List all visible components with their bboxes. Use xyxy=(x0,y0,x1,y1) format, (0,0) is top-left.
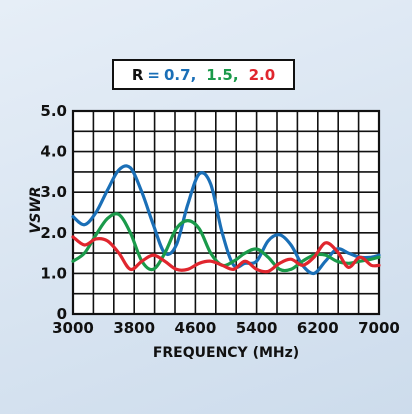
legend: R = 0.7, 1.5, 2.0 xyxy=(112,59,295,90)
grid-layer xyxy=(71,109,381,316)
x-tick-label: 4600 xyxy=(175,319,217,337)
series-layer xyxy=(71,164,381,276)
x-tick-label: 3800 xyxy=(113,319,155,337)
y-tick-label: 4.0 xyxy=(40,143,67,161)
x-tick-label: 7000 xyxy=(358,319,400,337)
series-line-0-7 xyxy=(71,164,381,276)
plot-border xyxy=(71,109,381,316)
x-tick-label: 6200 xyxy=(297,319,339,337)
y-axis-title: VSWR xyxy=(28,186,44,233)
series-line-2-0 xyxy=(71,235,381,274)
legend-entry-1-5: 1.5, xyxy=(206,65,239,84)
x-tick-label: 5400 xyxy=(236,319,278,337)
y-tick-label: 2.0 xyxy=(40,224,67,242)
axis-layer: 0 1.0 2.0 3.0 4.0 5.0 3000 3800 4600 5400 6200 7000 xyxy=(40,102,399,337)
y-tick-label: 0 xyxy=(57,305,67,323)
legend-equals: = xyxy=(147,65,160,84)
x-tick-label: 3000 xyxy=(52,319,94,337)
x-axis-title: FREQUENCY (MHz) xyxy=(153,345,299,361)
y-tick-label: 3.0 xyxy=(40,183,67,201)
y-tick-label: 1.0 xyxy=(40,264,67,282)
y-tick-label: 5.0 xyxy=(40,102,67,120)
series-line-1-5 xyxy=(71,212,381,273)
legend-prefix: R xyxy=(131,65,144,84)
legend-entry-2-0: 2.0 xyxy=(248,65,276,84)
legend-entry-0-7: 0.7, xyxy=(164,65,197,84)
